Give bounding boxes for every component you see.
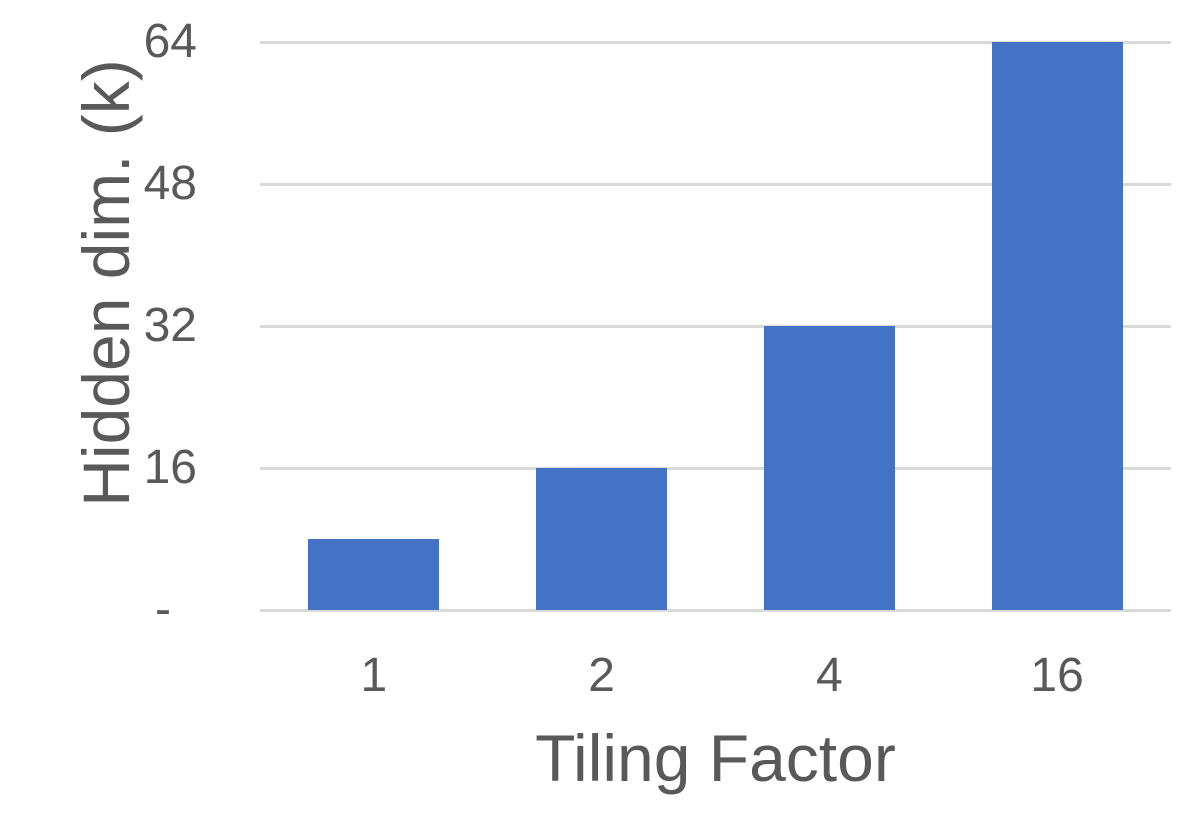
x-axis-title: Tiling Factor xyxy=(535,721,896,795)
y-tick-label-0: - xyxy=(155,583,171,636)
gridline-y-32 xyxy=(260,324,1171,328)
y-tick-label-32: 32 xyxy=(143,299,197,352)
bar-tiling-factor-1 xyxy=(308,539,440,610)
x-category-label-1: 1 xyxy=(360,649,388,702)
gridline-y-64 xyxy=(260,40,1171,44)
gridline-y-48 xyxy=(260,182,1171,186)
bar-tiling-factor-2 xyxy=(536,468,668,610)
gridline-y-16 xyxy=(260,466,1171,470)
x-category-label-2: 2 xyxy=(588,649,615,702)
y-tick-label-16: 16 xyxy=(143,441,197,494)
plot-area xyxy=(260,40,1171,612)
y-tick-label-48: 48 xyxy=(143,157,197,210)
gridline-y-0 xyxy=(260,608,1171,612)
y-tick-label-64: 64 xyxy=(143,15,197,68)
bar-tiling-factor-4 xyxy=(763,326,895,610)
y-axis-title: Hidden dim. (k) xyxy=(69,59,143,507)
bar-tiling-factor-16 xyxy=(991,42,1123,610)
x-category-label-16: 16 xyxy=(1030,649,1084,702)
x-category-label-4: 4 xyxy=(816,649,843,702)
